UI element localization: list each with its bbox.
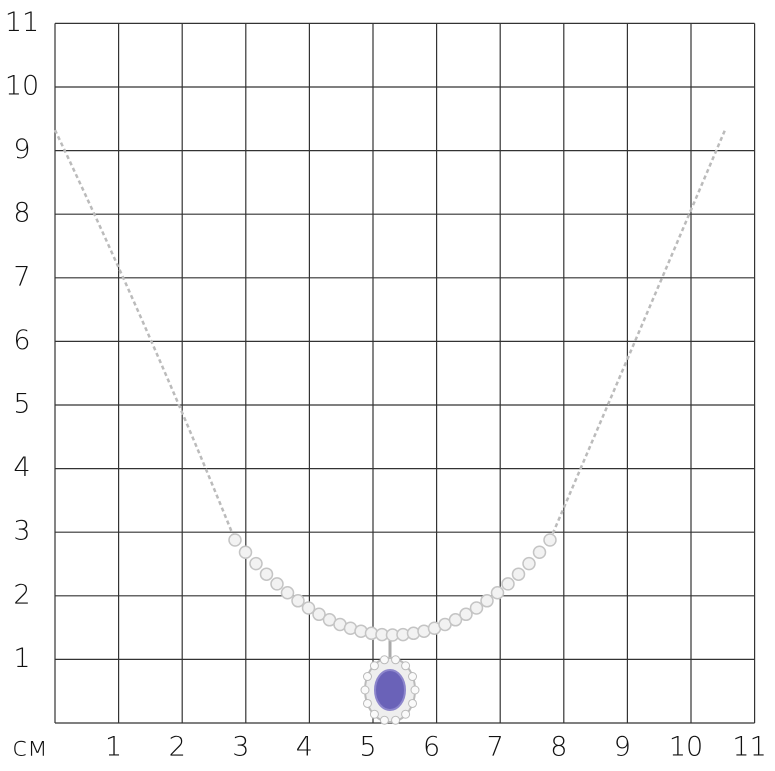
halo-stone [401, 709, 411, 719]
bead [543, 533, 557, 547]
chain-left [53, 129, 237, 541]
x-label: 5 [359, 732, 376, 763]
bead [490, 586, 505, 600]
bead [469, 601, 484, 615]
bead [522, 556, 536, 571]
halo-stone [369, 709, 379, 719]
bead [270, 577, 284, 591]
chain-right [548, 129, 727, 541]
bead [480, 594, 494, 608]
halo-stone [408, 672, 418, 682]
halo-stone [391, 715, 401, 725]
x-label: 9 [614, 732, 631, 763]
y-label: 10 [5, 71, 39, 102]
bead [238, 545, 253, 559]
y-label: 1 [13, 643, 30, 674]
halo-stone [408, 698, 418, 708]
y-label: 11 [5, 7, 39, 38]
x-label: 10 [669, 732, 703, 763]
y-label: 4 [13, 452, 30, 483]
y-label: 9 [13, 134, 30, 165]
halo-stone [362, 698, 372, 708]
bead [259, 567, 274, 581]
bead [291, 594, 305, 608]
unit-label: см [12, 732, 47, 763]
halo-stone [360, 685, 370, 695]
pendant-stone [374, 669, 406, 711]
bead [448, 613, 463, 627]
x-label: 1 [105, 732, 122, 763]
y-label: 2 [13, 579, 30, 610]
bead [459, 607, 473, 622]
grid [54, 22, 756, 724]
x-label: 6 [423, 732, 440, 763]
bead [280, 586, 295, 600]
x-label: 8 [550, 732, 567, 763]
bead [501, 577, 515, 591]
y-label: 7 [13, 261, 30, 292]
bead [228, 533, 242, 547]
y-label: 6 [13, 325, 30, 356]
halo-stone [362, 672, 372, 682]
bead [249, 556, 263, 571]
halo-stone [369, 661, 379, 671]
bead [511, 567, 526, 581]
x-label: 4 [296, 732, 313, 763]
halo-stone [391, 655, 401, 665]
halo-stone [379, 715, 389, 725]
y-label: 8 [13, 198, 30, 229]
bead [301, 601, 316, 615]
y-label: 5 [13, 389, 30, 420]
necklace [53, 129, 727, 725]
x-label: 11 [732, 732, 766, 763]
halo-stone [401, 661, 411, 671]
x-label: 3 [232, 732, 249, 763]
halo-stone [379, 655, 389, 665]
bead [532, 545, 547, 559]
y-label: 3 [13, 516, 30, 547]
x-label: 2 [169, 732, 186, 763]
x-label: 7 [487, 732, 504, 763]
bead [312, 607, 326, 622]
halo-stone [410, 685, 420, 695]
